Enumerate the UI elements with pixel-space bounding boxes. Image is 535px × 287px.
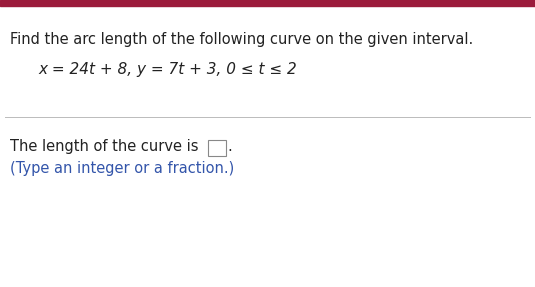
Bar xyxy=(208,140,226,156)
Text: (Type an integer or a fraction.): (Type an integer or a fraction.) xyxy=(10,161,234,176)
Bar xyxy=(0,0,535,6)
Text: The length of the curve is: The length of the curve is xyxy=(10,139,198,154)
Text: .: . xyxy=(227,139,232,154)
Text: x = 24t + 8, y = 7t + 3, 0 ≤ t ≤ 2: x = 24t + 8, y = 7t + 3, 0 ≤ t ≤ 2 xyxy=(38,62,297,77)
Text: Find the arc length of the following curve on the given interval.: Find the arc length of the following cur… xyxy=(10,32,473,47)
